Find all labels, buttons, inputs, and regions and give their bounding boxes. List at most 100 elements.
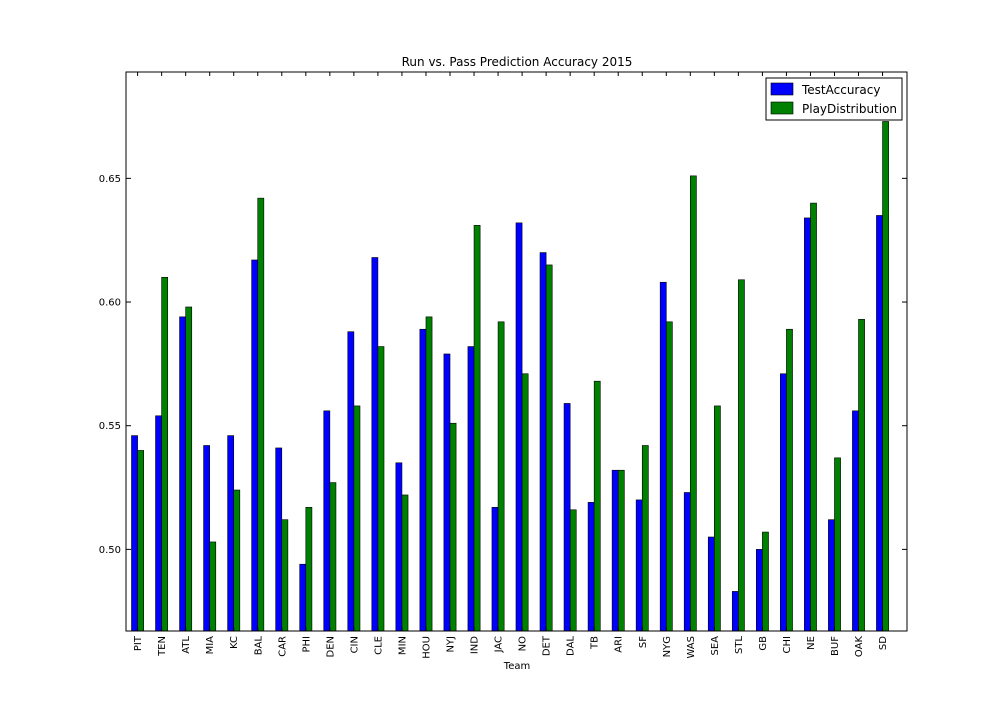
legend-swatch-test-accuracy: [770, 82, 794, 96]
x-tick-label-den: DEN: [325, 636, 336, 658]
bar-test-accuracy-mia: [203, 445, 210, 632]
bar-play-distribution-dal: [569, 509, 577, 632]
bar-test-accuracy-nyj: [443, 353, 451, 632]
legend-label-play-distribution: PlayDistribution: [802, 102, 897, 116]
x-tick-label-no: NO: [518, 636, 529, 651]
x-tick-label-car: CAR: [277, 636, 288, 657]
x-tick-label-oak: OAK: [854, 636, 865, 658]
x-tick-label-det: DET: [542, 635, 553, 656]
bar-test-accuracy-stl: [731, 591, 739, 632]
x-tick-label-cin: CIN: [349, 636, 360, 653]
x-tick-label-jac: JAC: [494, 636, 505, 653]
y-tick-label: 0.60: [99, 298, 121, 309]
bar-play-distribution-atl: [185, 306, 193, 632]
bar-play-distribution-stl: [738, 279, 745, 632]
bar-test-accuracy-cin: [347, 331, 355, 632]
bar-test-accuracy-bal: [251, 259, 259, 632]
bar-test-accuracy-ind: [467, 346, 475, 632]
y-tick-label: 0.65: [99, 174, 121, 185]
bar-test-accuracy-dal: [563, 403, 571, 632]
bar-test-accuracy-kc: [227, 435, 235, 632]
y-axis-ticks: 0.50 0.55 0.60 0.65: [99, 174, 907, 556]
x-tick-label-ne: NE: [806, 636, 817, 650]
bar-test-accuracy-ari: [611, 469, 619, 632]
bar-play-distribution-hou: [425, 316, 433, 632]
x-tick-label-min: MIN: [397, 636, 408, 655]
bar-play-distribution-cin: [353, 405, 361, 632]
bar-play-distribution-nyj: [449, 422, 457, 632]
x-tick-label-bal: BAL: [253, 636, 264, 656]
bar-play-distribution-sea: [714, 405, 721, 632]
bar-test-accuracy-hou: [419, 328, 427, 632]
bar-test-accuracy-atl: [179, 316, 186, 632]
x-tick-label-nyj: NYJ: [446, 636, 457, 653]
x-tick-label-tb: TB: [590, 636, 601, 650]
bar-test-accuracy-oak: [852, 410, 859, 632]
legend-label-test-accuracy: TestAccuracy: [801, 83, 880, 97]
x-tick-label-sf: SF: [638, 636, 649, 648]
bar-test-accuracy-sf: [635, 499, 643, 632]
bar-test-accuracy-min: [395, 462, 403, 632]
bar-play-distribution-car: [281, 519, 289, 632]
bar-test-accuracy-den: [323, 410, 331, 632]
bar-play-distribution-pit: [137, 450, 145, 632]
bar-play-distribution-ari: [617, 469, 625, 632]
bars-layer: [131, 121, 889, 632]
bar-test-accuracy-ne: [804, 217, 811, 632]
bar-test-accuracy-no: [515, 222, 523, 632]
bar-play-distribution-no: [521, 373, 529, 632]
x-axis-title: Team: [503, 661, 530, 672]
x-tick-label-sd: SD: [878, 636, 889, 650]
x-tick-label-hou: HOU: [421, 636, 432, 659]
y-tick-label: 0.55: [99, 421, 121, 432]
x-tick-label-mia: MIA: [205, 636, 216, 655]
bar-play-distribution-buf: [834, 457, 841, 632]
bar-play-distribution-kc: [233, 489, 241, 632]
bar-play-distribution-ten: [161, 276, 169, 632]
bar-test-accuracy-chi: [780, 373, 787, 632]
x-tick-label-was: WAS: [686, 636, 697, 659]
x-tick-label-dal: DAL: [566, 636, 577, 656]
x-tick-label-atl: ATL: [181, 636, 192, 654]
x-tick-label-buf: BUF: [830, 636, 841, 656]
chart-title: Run vs. Pass Prediction Accuracy 2015: [402, 55, 633, 69]
bar-test-accuracy-gb: [755, 549, 763, 632]
x-tick-label-kc: KC: [229, 636, 240, 649]
plot-frame: [125, 71, 908, 632]
bar-play-distribution-bal: [257, 197, 265, 632]
bar-play-distribution-sd: [882, 121, 889, 632]
x-tick-label-nyg: NYG: [662, 636, 673, 657]
bar-test-accuracy-sea: [707, 536, 715, 632]
x-tick-label-gb: GB: [758, 636, 769, 651]
x-tick-label-ari: ARI: [614, 636, 625, 653]
bar-test-accuracy-phi: [299, 563, 307, 632]
bar-play-distribution-cle: [377, 346, 385, 632]
legend-swatch-play-distribution: [770, 101, 794, 115]
bar-test-accuracy-ten: [155, 415, 162, 632]
x-tick-label-stl: STL: [734, 636, 745, 654]
bar-play-distribution-det: [545, 264, 553, 632]
x-tick-label-ten: TEN: [157, 636, 168, 657]
x-tick-label-pit: PIT: [133, 635, 144, 651]
y-tick-label: 0.50: [99, 545, 121, 556]
bar-play-distribution-chi: [786, 328, 793, 632]
bar-test-accuracy-was: [683, 492, 691, 632]
bar-test-accuracy-cle: [371, 257, 379, 632]
bar-test-accuracy-sd: [876, 215, 883, 632]
bar-play-distribution-ind: [473, 225, 481, 632]
x-tick-label-sea: SEA: [710, 636, 721, 656]
x-axis-ticks: PIT TEN ATL MIA KC BAL CAR PHI DEN CIN CLE MIN HOU NY…: [133, 72, 889, 659]
bar-play-distribution-mia: [209, 541, 217, 632]
bar-test-accuracy-det: [539, 252, 547, 632]
bar-play-distribution-den: [329, 482, 337, 632]
x-tick-label-chi: CHI: [782, 636, 793, 653]
x-tick-label-cle: CLE: [373, 636, 384, 655]
bar-play-distribution-min: [401, 494, 409, 632]
bar-play-distribution-nyg: [665, 321, 673, 632]
bar-play-distribution-phi: [305, 507, 313, 632]
bar-test-accuracy-nyg: [659, 281, 667, 632]
bar-play-distribution-gb: [762, 531, 769, 632]
bar-test-accuracy-jac: [491, 507, 499, 632]
bar-play-distribution-was: [690, 175, 697, 632]
bar-play-distribution-oak: [858, 319, 865, 632]
